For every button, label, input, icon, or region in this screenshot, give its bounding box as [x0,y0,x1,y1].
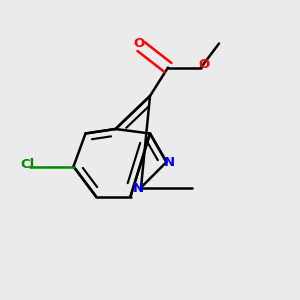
Text: O: O [198,58,210,71]
Text: Cl: Cl [20,158,34,172]
Text: N: N [132,182,144,196]
Text: N: N [163,155,175,169]
Text: O: O [134,37,145,50]
